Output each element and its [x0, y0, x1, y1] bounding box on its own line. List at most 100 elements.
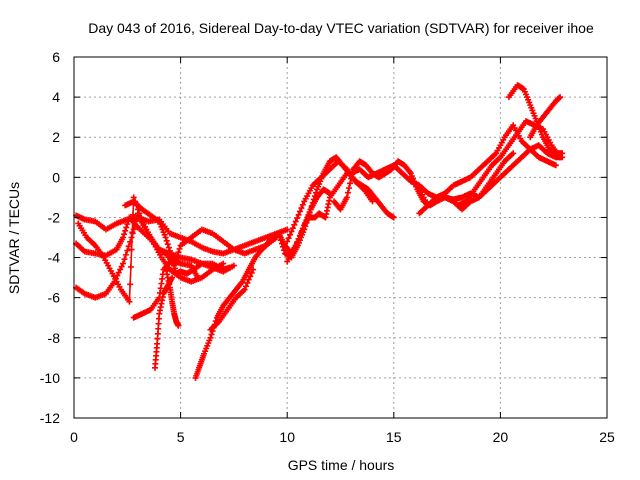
- data-point: [194, 274, 201, 281]
- data-point: [510, 150, 517, 157]
- data-point: [154, 330, 161, 337]
- y-tick-label: -6: [48, 290, 61, 306]
- data-point: [154, 340, 161, 347]
- data-series: [73, 82, 566, 381]
- chart-title: Day 043 of 2016, Sidereal Day-to-day VTE…: [88, 20, 594, 36]
- data-point: [298, 229, 305, 236]
- data-point: [124, 247, 131, 254]
- data-point: [117, 266, 124, 273]
- x-tick-label: 5: [177, 429, 185, 445]
- data-point: [129, 211, 136, 218]
- data-point: [294, 215, 301, 222]
- data-point: [292, 242, 299, 249]
- data-point: [309, 199, 316, 206]
- data-point: [124, 221, 131, 228]
- data-point: [154, 335, 161, 342]
- data-point: [347, 180, 354, 187]
- data-point: [291, 221, 298, 228]
- data-point: [120, 260, 127, 267]
- x-axis-label: GPS time / hours: [288, 457, 395, 473]
- y-tick-label: -2: [48, 209, 61, 225]
- data-point: [310, 196, 317, 203]
- data-point: [128, 246, 135, 253]
- data-point: [127, 281, 134, 288]
- data-point: [245, 276, 252, 283]
- data-point: [281, 247, 288, 254]
- data-point: [207, 334, 214, 341]
- x-tick-label: 0: [70, 429, 78, 445]
- y-tick-label: 6: [52, 49, 60, 65]
- data-point: [552, 162, 559, 169]
- data-point: [208, 331, 215, 338]
- data-point: [132, 218, 139, 225]
- y-tick-label: 0: [52, 169, 60, 185]
- data-point: [247, 273, 254, 280]
- data-point: [298, 205, 305, 212]
- data-point: [295, 235, 302, 242]
- data-point: [175, 322, 182, 329]
- data-point: [276, 233, 283, 240]
- data-point: [166, 247, 173, 254]
- data-point: [164, 241, 171, 248]
- data-point: [126, 298, 133, 305]
- data-point: [344, 189, 351, 196]
- data-point: [168, 251, 175, 258]
- data-point: [127, 263, 134, 270]
- data-point: [163, 237, 170, 244]
- x-tick-label: 10: [279, 429, 295, 445]
- series-track-10: [207, 266, 257, 333]
- y-tick-label: -12: [40, 410, 60, 426]
- data-point: [123, 224, 130, 231]
- data-point: [155, 315, 162, 322]
- data-point: [115, 269, 122, 276]
- data-point: [125, 243, 132, 250]
- data-point: [308, 203, 315, 210]
- data-point: [248, 269, 255, 276]
- data-point: [118, 263, 125, 270]
- plot-frame: [73, 56, 608, 419]
- data-point: [348, 175, 355, 182]
- series-track-12: [284, 170, 350, 265]
- data-point: [244, 279, 251, 286]
- data-point: [311, 193, 318, 200]
- data-point: [129, 229, 136, 236]
- data-point: [289, 225, 296, 232]
- data-point: [165, 244, 172, 251]
- data-point: [346, 185, 353, 192]
- x-tick-label: 20: [493, 429, 509, 445]
- data-point: [121, 231, 128, 238]
- data-point: [299, 225, 306, 232]
- data-point: [299, 201, 306, 208]
- data-point: [288, 228, 295, 235]
- series-track-5: [122, 198, 233, 277]
- data-point: [294, 239, 301, 246]
- data-point: [122, 251, 129, 258]
- series-track-20: [527, 94, 564, 141]
- data-point: [295, 211, 302, 218]
- data-point: [241, 286, 248, 293]
- data-point: [162, 234, 169, 241]
- data-point: [284, 238, 291, 245]
- y-axis-label: SDTVAR / TECUs: [6, 182, 22, 294]
- data-point: [369, 198, 376, 205]
- data-point: [226, 264, 233, 271]
- data-point: [155, 320, 162, 327]
- data-point: [175, 249, 182, 256]
- data-point: [278, 240, 285, 247]
- grid: [74, 57, 607, 418]
- data-point: [121, 256, 128, 263]
- data-point: [220, 260, 227, 267]
- data-point: [559, 150, 566, 157]
- y-tick-label: 2: [52, 129, 60, 145]
- data-point: [279, 243, 286, 250]
- data-point: [250, 266, 257, 273]
- data-point: [120, 234, 127, 241]
- y-tick-label: -8: [48, 330, 61, 346]
- data-point: [284, 226, 291, 233]
- series-track-8: [162, 264, 182, 329]
- y-tick-label: -10: [40, 370, 60, 386]
- data-point: [275, 230, 282, 237]
- data-point: [296, 232, 303, 239]
- data-point: [557, 94, 564, 101]
